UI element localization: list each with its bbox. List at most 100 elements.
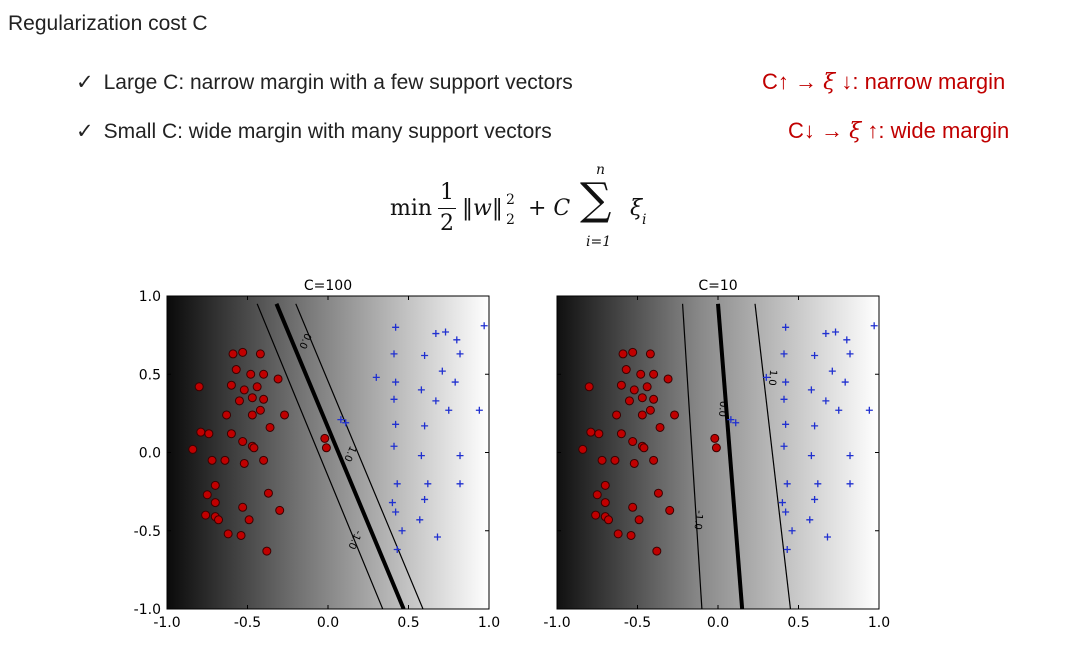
negative-point <box>628 502 638 512</box>
negative-point <box>655 422 665 432</box>
positive-point <box>337 416 345 424</box>
y-tick-label: 0.0 <box>139 446 161 462</box>
formula-sum-lower: i=1 <box>586 234 612 250</box>
negative-point <box>637 393 647 403</box>
positive-point <box>822 330 830 338</box>
positive-point <box>392 323 400 331</box>
positive-point <box>480 322 488 330</box>
formula-norm-sup: 2 <box>506 192 515 208</box>
note-part: ↓: narrow margin <box>835 69 1006 94</box>
negative-point <box>636 369 646 379</box>
decision-boundary <box>716 303 745 609</box>
positive-point <box>811 422 819 430</box>
negative-point <box>629 458 639 468</box>
negative-point <box>259 455 269 465</box>
negative-point <box>259 394 269 404</box>
negative-point <box>263 488 273 498</box>
chart-title: C=100 <box>304 278 352 294</box>
formula-norm-sub: 2 <box>506 212 515 228</box>
fraction-bar <box>438 208 456 209</box>
data-points <box>578 322 878 556</box>
positive-point <box>783 480 791 488</box>
positive-point <box>445 406 453 414</box>
note-small-c: C↓ → ξ ↑: wide margin <box>788 118 1009 144</box>
formula-numerator: 1 <box>440 180 454 205</box>
negative-point <box>616 429 626 439</box>
negative-point <box>265 422 275 432</box>
x-tick-label: -1.0 <box>543 615 570 631</box>
x-tick-label: -1.0 <box>153 615 180 631</box>
x-tick-label: -0.5 <box>234 615 261 631</box>
positive-point <box>778 499 786 507</box>
positive-point <box>390 395 398 403</box>
chart-panel-1: 0.0 1.0 -1.0 C=10 -1.0 -0.5 0.0 0.5 1.0 <box>543 278 890 631</box>
positive-point <box>727 416 735 424</box>
y-tick-label: -1.0 <box>134 602 161 618</box>
positive-point <box>807 386 815 394</box>
formula-plus-c: + C <box>528 196 571 221</box>
margin-line <box>681 303 703 609</box>
negative-point <box>594 429 604 439</box>
y-tick-label: -0.5 <box>134 524 161 540</box>
negative-point <box>711 443 721 453</box>
negative-point <box>188 444 198 454</box>
note-large-c: C↑ → ξ ↓: narrow margin <box>762 69 1005 95</box>
negative-point <box>239 458 249 468</box>
x-tick-label: 1.0 <box>478 615 500 631</box>
negative-point <box>578 444 588 454</box>
negative-point <box>597 455 607 465</box>
negative-point <box>238 437 248 447</box>
negative-point <box>600 480 610 490</box>
negative-point <box>239 385 249 395</box>
positive-point <box>417 386 425 394</box>
negative-point <box>586 427 596 437</box>
check-icon: ✓ <box>76 120 94 143</box>
chart-panel-0: 0.01.0-1.0C=100-1.0 -0.5 0.0 0.5 1.0-1.0-0.5… <box>134 278 500 631</box>
formula-xi-sub: i <box>642 212 647 228</box>
note-part: ↑: wide margin <box>861 118 1010 143</box>
negative-point <box>710 433 720 443</box>
positive-point <box>780 442 788 450</box>
check-icon: ✓ <box>76 71 94 94</box>
negative-point <box>207 455 217 465</box>
positive-point <box>424 480 432 488</box>
note-part: C↓ → <box>788 118 850 143</box>
y-tick-label: 0.5 <box>139 367 161 383</box>
positive-point <box>811 495 819 503</box>
positive-point <box>392 420 400 428</box>
slide-heading: Regularization cost C <box>8 12 208 35</box>
negative-point <box>584 382 594 392</box>
negative-point <box>210 498 220 508</box>
negative-point <box>255 349 265 359</box>
positive-point <box>780 350 788 358</box>
negative-point <box>604 515 614 525</box>
margin-line <box>295 303 424 609</box>
positive-point <box>421 495 429 503</box>
negative-point <box>628 347 638 357</box>
positive-point <box>433 533 441 541</box>
positive-point <box>841 378 849 386</box>
negative-point <box>238 347 248 357</box>
negative-point <box>234 396 244 406</box>
positive-point <box>390 350 398 358</box>
positive-point <box>393 546 401 554</box>
contour-label: 1.0 <box>766 369 778 386</box>
positive-point <box>782 323 790 331</box>
formula-min: min <box>390 196 433 221</box>
negative-point <box>645 405 655 415</box>
y-tick-label: 1.0 <box>139 289 161 305</box>
negative-point <box>231 365 241 375</box>
note-part: C↑ → <box>762 69 824 94</box>
positive-point <box>807 452 815 460</box>
negative-point <box>262 546 272 556</box>
positive-point <box>814 480 822 488</box>
chart-title: C=10 <box>698 278 737 294</box>
negative-point <box>639 443 649 453</box>
positive-point <box>780 395 788 403</box>
positive-point <box>456 350 464 358</box>
negative-point <box>613 529 623 539</box>
positive-point <box>865 406 873 414</box>
margin-line <box>256 303 384 609</box>
decision-lines <box>681 303 792 609</box>
negative-point <box>618 349 628 359</box>
